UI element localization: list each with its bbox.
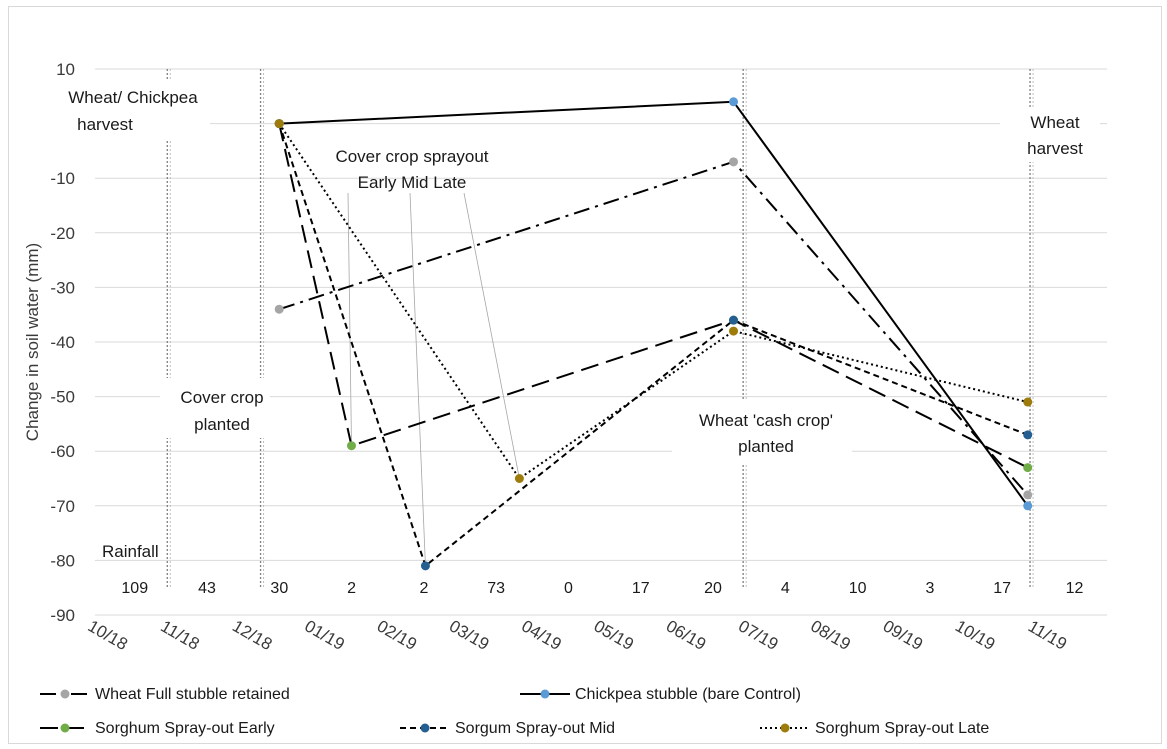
rainfall-value: 3 <box>925 580 934 597</box>
rainfall-value: 4 <box>781 580 790 597</box>
data-point <box>346 441 356 451</box>
data-point <box>1023 463 1033 473</box>
y-axis-label: Change in soil water (mm) <box>23 243 42 441</box>
annotation-text: planted <box>194 415 250 434</box>
x-tick-label: 12/18 <box>229 616 275 654</box>
rainfall-value: 17 <box>632 580 650 597</box>
x-tick-label: 03/19 <box>446 616 492 654</box>
y-tick-label: -10 <box>50 169 75 188</box>
legend-label: Sorgum Spray-out Mid <box>455 720 615 737</box>
annotation-text: harvest <box>1027 139 1083 158</box>
legend-label: Sorghum Spray-out Early <box>95 720 275 737</box>
legend-marker <box>60 689 70 699</box>
x-tick-label: 10/18 <box>85 616 131 654</box>
data-point <box>1023 430 1033 440</box>
annotation-background <box>160 378 270 438</box>
rainfall-value: 43 <box>198 580 216 597</box>
data-point <box>1023 501 1033 511</box>
legend-marker <box>420 723 430 733</box>
annotation-background <box>1000 108 1100 162</box>
x-tick-label: 11/18 <box>157 617 202 654</box>
legend-marker <box>780 723 790 733</box>
x-tick-label: 05/19 <box>591 616 637 654</box>
rainfall-value: 2 <box>347 580 356 597</box>
rainfall-value: 17 <box>993 580 1011 597</box>
x-tick-label: 08/19 <box>807 616 853 654</box>
y-tick-label: -60 <box>50 442 75 461</box>
rainfall-value: 2 <box>419 580 428 597</box>
annotation-background <box>672 400 852 464</box>
chart-frame <box>8 6 1162 744</box>
annotation-text: Wheat <box>1030 113 1079 132</box>
data-point <box>274 304 284 314</box>
x-tick-label: 06/19 <box>663 616 709 654</box>
data-point <box>729 97 739 107</box>
data-point <box>420 561 430 571</box>
annotation-text: planted <box>738 437 794 456</box>
y-tick-label: -30 <box>50 278 75 297</box>
rainfall-value: 10 <box>849 580 867 597</box>
y-tick-label: 10 <box>56 60 75 79</box>
legend-marker <box>540 689 550 699</box>
annotation-pointer <box>463 192 520 479</box>
annotation-text: Wheat 'cash crop' <box>699 411 833 430</box>
y-tick-label: -20 <box>50 224 75 243</box>
y-tick-label: -50 <box>50 388 75 407</box>
y-tick-label: -80 <box>50 551 75 570</box>
x-tick-label: 01/19 <box>301 616 347 654</box>
annotation-text: Wheat/ Chickpea <box>68 88 198 107</box>
x-tick-label: 11/19 <box>1025 617 1070 654</box>
rainfall-value: 20 <box>704 580 722 597</box>
annotation-text: Early Mid Late <box>358 173 467 192</box>
x-tick-label: 07/19 <box>735 616 781 654</box>
data-point <box>729 326 739 336</box>
x-tick-label: 04/19 <box>518 616 564 654</box>
series-line <box>278 123 1029 469</box>
data-point <box>1023 490 1033 500</box>
rainfall-value: 0 <box>564 580 573 597</box>
annotation-text: Cover crop <box>180 388 263 407</box>
legend-label: Wheat Full stubble retained <box>95 686 290 703</box>
rainfall-value: 73 <box>487 580 505 597</box>
rainfall-value: 12 <box>1066 580 1084 597</box>
rainfall-value: 30 <box>270 580 288 597</box>
x-tick-label: 10/19 <box>952 616 998 654</box>
data-point <box>514 474 524 483</box>
rainfall-value: 109 <box>121 580 148 597</box>
series-line <box>278 123 1029 568</box>
annotation-text: Cover crop sprayout <box>335 147 488 166</box>
data-point <box>729 315 739 325</box>
y-tick-label: -90 <box>50 606 75 625</box>
annotation-pointer <box>409 192 426 566</box>
data-point <box>729 157 739 167</box>
annotation-text: harvest <box>77 115 133 134</box>
y-tick-label: -70 <box>50 497 75 516</box>
data-point <box>274 119 284 129</box>
legend-marker <box>60 723 70 733</box>
annotation-pointer <box>347 192 352 446</box>
rainfall-label: Rainfall <box>102 542 159 561</box>
x-tick-label: 02/19 <box>374 616 420 654</box>
y-tick-label: -40 <box>50 333 75 352</box>
data-point <box>1023 397 1033 407</box>
legend-label: Chickpea stubble (bare Control) <box>575 686 801 703</box>
annotation-background <box>60 80 210 140</box>
legend-label: Sorghum Spray-out Late <box>815 720 989 737</box>
series-line <box>278 160 1029 496</box>
x-tick-label: 09/19 <box>880 616 926 654</box>
